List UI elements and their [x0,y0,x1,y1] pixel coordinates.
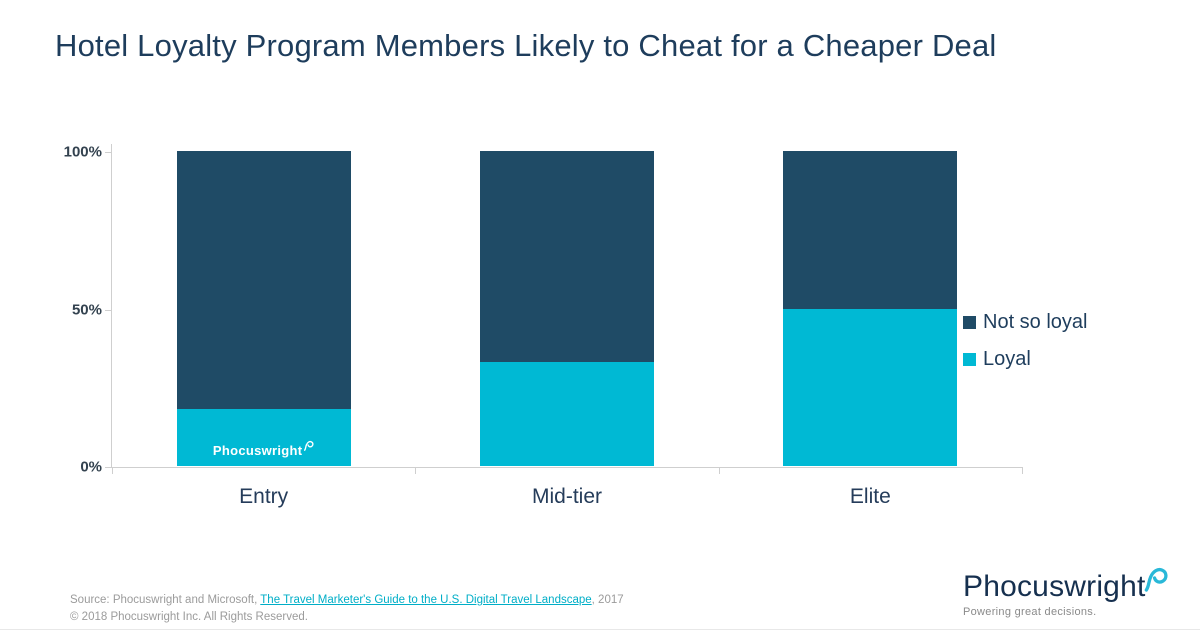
source-block: Source: Phocuswright and Microsoft, The … [70,592,624,626]
phocuswright-logo: Phocuswright Powering great decisions. [963,567,1169,618]
bar-elite [783,151,958,466]
x-axis-tick [1022,468,1023,474]
legend-swatch [963,353,976,366]
x-axis-tick [112,468,113,474]
bar-segment-not-so-loyal [480,151,654,363]
logo-tagline: Powering great decisions. [963,606,1097,618]
source-suffix: , 2017 [591,594,624,606]
phocuswright-swoosh-icon [1144,567,1168,592]
logo-name: Phocuswright [963,570,1146,603]
legend-swatch [963,316,976,329]
y-axis-label: 100% [63,143,102,161]
x-axis-tick [718,468,720,474]
copyright-line: © 2018 Phocuswright Inc. All Rights Rese… [70,611,308,623]
bar-segment-not-so-loyal [176,151,351,410]
bar-mid-tier [480,151,654,466]
y-axis-line [111,144,112,468]
bar-entry [176,151,351,466]
watermark-text: Phocuswright [212,443,303,458]
x-axis-line [111,467,1023,468]
legend-item: Not so loyal [963,311,1088,334]
legend: Not so loyal Loyal [963,311,1088,385]
watermark: Phocuswright [212,440,315,458]
y-axis-label: 50% [71,301,102,318]
source-link[interactable]: The Travel Marketer's Guide to the U.S. … [260,594,592,606]
legend-label: Loyal [983,348,1031,370]
source-prefix: Source: Phocuswright and Microsoft, [70,594,261,606]
phocuswright-swoosh-icon [304,440,314,451]
x-axis-label: Entry [239,485,289,508]
plot-area: Entry Mid-tier Elite 0% 50% 100% Phocuswright [64,144,1023,508]
x-axis-tick [415,468,417,474]
bar-segment-loyal [783,308,958,466]
legend-label: Not so loyal [983,311,1088,333]
x-axis-label: Mid-tier [531,485,602,508]
y-axis-label: 0% [80,458,102,476]
y-axis-tick [105,309,111,311]
y-axis-tick [105,152,111,153]
y-axis-tick [105,467,111,468]
bar-segment-not-so-loyal [783,151,958,309]
x-axis-label: Elite [849,485,891,508]
source-line: Source: Phocuswright and Microsoft, The … [70,592,624,609]
bar-segment-loyal [480,362,654,466]
bar-segment-loyal [176,409,351,466]
chart-title: Hotel Loyalty Program Members Likely to … [55,28,997,63]
legend-item: Loyal [963,348,1088,371]
